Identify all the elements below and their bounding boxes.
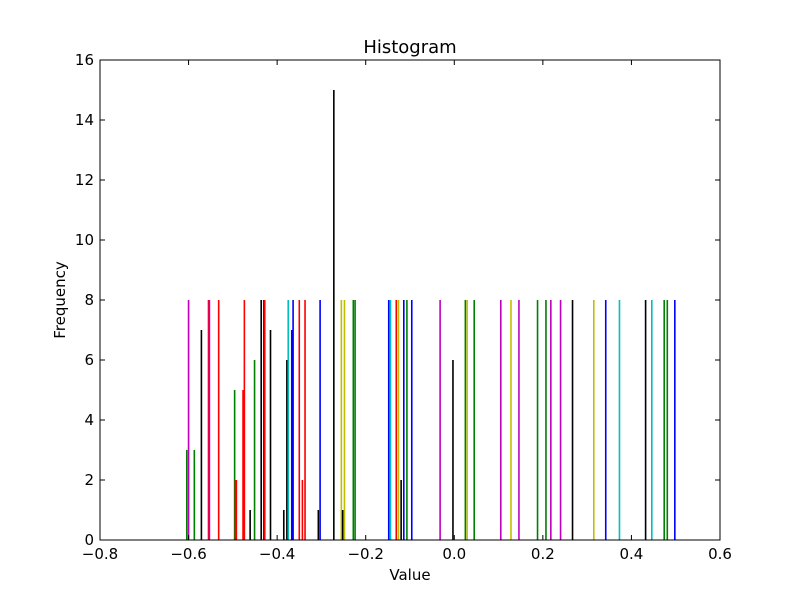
histogram-bar bbox=[208, 300, 211, 540]
histogram-bar bbox=[243, 300, 246, 540]
bars-layer bbox=[186, 90, 676, 540]
histogram-bar bbox=[354, 300, 356, 540]
y-tick-label: 10 bbox=[75, 231, 94, 249]
histogram-bar bbox=[510, 300, 512, 540]
histogram-bar bbox=[604, 300, 607, 540]
y-tick-label: 4 bbox=[84, 411, 94, 429]
histogram-bar bbox=[644, 300, 647, 540]
x-axis-label: Value bbox=[389, 566, 430, 584]
histogram-bar bbox=[666, 300, 669, 540]
histogram-bar bbox=[263, 300, 265, 540]
histogram-bar bbox=[282, 510, 285, 540]
histogram-bar bbox=[187, 300, 190, 540]
histogram-bar bbox=[571, 300, 574, 540]
histogram-bar bbox=[301, 480, 304, 540]
histogram-bar bbox=[317, 510, 320, 540]
y-tick-label: 8 bbox=[84, 291, 94, 309]
histogram-bar bbox=[389, 300, 392, 540]
histogram-bar bbox=[186, 450, 188, 540]
histogram-bar bbox=[439, 300, 441, 540]
histogram-bar bbox=[410, 300, 413, 540]
plot-area bbox=[100, 60, 720, 540]
histogram-bar bbox=[249, 510, 251, 540]
histogram-bar bbox=[592, 300, 595, 540]
histogram-bar bbox=[536, 300, 539, 540]
y-tick-label: 12 bbox=[75, 171, 94, 189]
histogram-bar bbox=[352, 300, 355, 540]
x-tick-label: −0.6 bbox=[170, 545, 206, 563]
y-tick-label: 2 bbox=[84, 471, 94, 489]
histogram-bar bbox=[286, 360, 288, 540]
x-tick-label: 0.4 bbox=[619, 545, 643, 563]
histogram-bar bbox=[452, 360, 454, 540]
plot-frame bbox=[99, 59, 721, 541]
histogram-bar bbox=[193, 450, 196, 540]
histogram-bar bbox=[233, 390, 236, 540]
histogram-bar bbox=[263, 300, 266, 540]
histogram-bar bbox=[651, 300, 653, 540]
histogram-bar bbox=[298, 300, 301, 540]
histogram-bar bbox=[400, 480, 402, 540]
histogram-bar bbox=[403, 300, 405, 540]
histogram-bar bbox=[235, 480, 238, 540]
histogram-bar bbox=[550, 300, 552, 540]
histogram-bar bbox=[387, 300, 390, 540]
histogram-bar bbox=[242, 390, 244, 540]
histogram-bar bbox=[319, 300, 321, 540]
histogram-bar bbox=[518, 300, 520, 540]
histogram-bar bbox=[253, 360, 256, 540]
histogram-bar bbox=[473, 300, 476, 540]
histogram-bar bbox=[663, 300, 665, 540]
y-tick-label: 14 bbox=[75, 111, 94, 129]
chart-title: Histogram bbox=[363, 37, 456, 58]
histogram-bar bbox=[217, 300, 220, 540]
histogram-bar bbox=[618, 300, 621, 540]
histogram-bar bbox=[397, 300, 400, 540]
histogram-bar bbox=[290, 330, 293, 540]
histogram-bar bbox=[466, 300, 468, 540]
y-tick-label: 16 bbox=[75, 51, 94, 69]
x-tick-label: 0.6 bbox=[708, 545, 732, 563]
histogram-bar bbox=[287, 300, 290, 540]
histogram-bar bbox=[559, 300, 562, 540]
y-tick-label: 0 bbox=[84, 531, 94, 549]
histogram-bar bbox=[343, 300, 346, 540]
histogram-bar bbox=[269, 330, 272, 540]
histogram-bar bbox=[260, 300, 262, 540]
histogram-bar bbox=[207, 300, 210, 540]
y-tick-label: 6 bbox=[84, 351, 94, 369]
x-tick-label: −0.4 bbox=[259, 545, 295, 563]
histogram-bar bbox=[545, 300, 547, 540]
histogram-bar bbox=[333, 90, 335, 540]
histogram-bar bbox=[674, 300, 676, 540]
histogram-bar bbox=[464, 300, 467, 540]
x-tick-label: 0.0 bbox=[442, 545, 466, 563]
histogram-bar bbox=[304, 300, 306, 540]
histogram-bar bbox=[499, 300, 502, 540]
histogram-bar bbox=[234, 480, 237, 540]
histogram-bar bbox=[395, 300, 398, 540]
histogram-bar bbox=[292, 300, 294, 540]
x-tick-label: 0.2 bbox=[531, 545, 555, 563]
histogram-bar bbox=[340, 300, 343, 540]
x-tick-label: −0.2 bbox=[347, 545, 383, 563]
histogram-bar bbox=[406, 300, 408, 540]
histogram-bar bbox=[341, 510, 344, 540]
x-tick-label: −0.8 bbox=[82, 545, 118, 563]
y-axis-label: Frequency bbox=[51, 261, 69, 339]
histogram-bar bbox=[200, 330, 203, 540]
